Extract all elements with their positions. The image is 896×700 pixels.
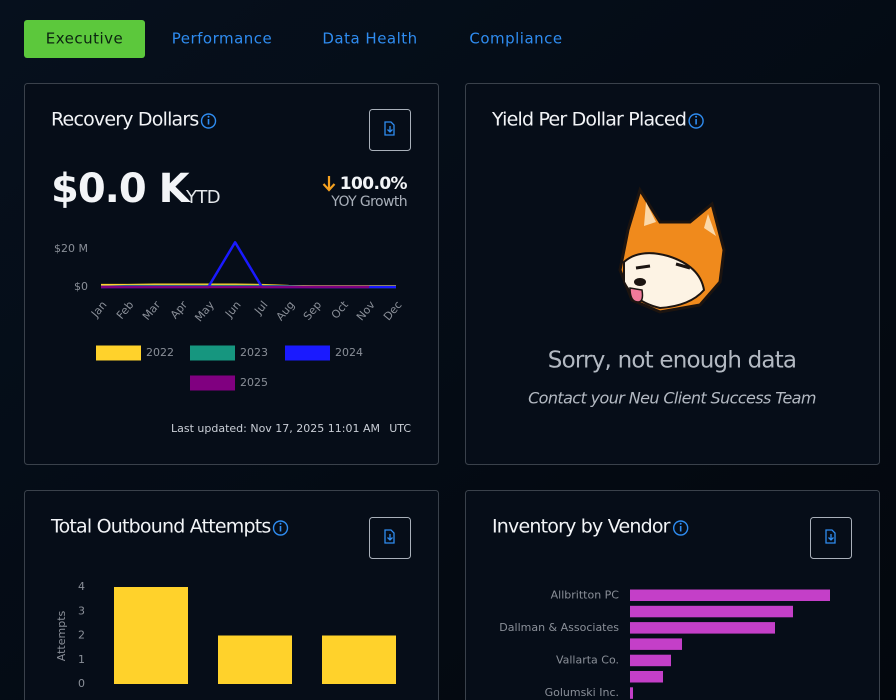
legend-label: 2025	[240, 376, 268, 389]
y-axis-label: Attempts	[55, 610, 68, 661]
y-tick-label: $0	[74, 280, 88, 293]
y-tick-label: Dallman & Associates	[499, 621, 619, 634]
legend-label: 2022	[146, 346, 174, 359]
kpi-period: YTD	[185, 187, 220, 208]
card	[24, 83, 439, 465]
hbar-chart: Allbritton PC Dallman & Associates Vallart…	[499, 588, 830, 699]
y-tick-label: 0	[78, 677, 85, 690]
legend-swatch	[96, 345, 141, 361]
legend-swatch	[285, 345, 330, 361]
y-tick-label: Golumski Inc.	[545, 686, 619, 699]
empty-hint: Contact your Neu Client Success Team	[528, 389, 816, 408]
card-title: Total Outbound Attempts	[50, 516, 271, 538]
y-tick-label: Allbritton PC	[551, 588, 620, 601]
growth-value: 100.0%	[340, 174, 408, 194]
tab-active[interactable]	[24, 20, 145, 58]
card-title: Inventory by Vendor	[492, 516, 671, 538]
download-button[interactable]	[810, 517, 852, 559]
empty-message: Sorry, not enough data	[548, 348, 796, 374]
bar	[630, 671, 663, 683]
bar	[630, 654, 671, 667]
down-arrow	[322, 176, 336, 192]
info-icon[interactable]	[200, 113, 217, 129]
info-icon[interactable]	[672, 520, 689, 536]
bar	[630, 589, 830, 601]
download-button[interactable]	[369, 517, 411, 559]
bar	[630, 687, 633, 699]
y-tick-label: 3	[78, 604, 85, 617]
y-tick-label: $20 M	[54, 242, 88, 255]
tab[interactable]: Performance	[172, 30, 273, 48]
bar	[630, 622, 775, 634]
timezone: UTC	[389, 422, 411, 435]
bar	[630, 605, 793, 618]
tab[interactable]: Compliance	[469, 30, 562, 48]
tab[interactable]: Executive	[46, 30, 124, 48]
info-icon[interactable]	[272, 520, 289, 536]
kpi-value: $0.0 K	[51, 166, 192, 212]
card-title: Recovery Dollars	[51, 109, 199, 131]
legend-swatch	[190, 375, 235, 391]
y-tick-label: 1	[78, 653, 85, 666]
legend-swatch	[190, 345, 235, 361]
download-button[interactable]	[369, 109, 411, 151]
bar	[630, 638, 682, 650]
last-updated: Last updated: Nov 17, 2025 11:01 AM	[171, 422, 380, 435]
legend-label: 2024	[335, 346, 363, 359]
bar-chart: 0 1 2 3 4 Attempts	[55, 580, 396, 690]
legend-label: 2023	[240, 346, 268, 359]
bar	[218, 635, 292, 684]
info-icon[interactable]	[688, 113, 704, 129]
dog-illustration	[618, 186, 726, 314]
tab[interactable]: Data Health	[322, 30, 417, 48]
bar	[322, 635, 396, 684]
y-tick-label: 2	[78, 629, 85, 642]
card-title: Yield Per Dollar Placed	[491, 109, 686, 131]
growth-label: YOY Growth	[330, 194, 407, 210]
bar	[114, 587, 188, 684]
y-tick-label: 4	[78, 580, 85, 593]
y-tick-label: Vallarta Co.	[556, 653, 619, 666]
